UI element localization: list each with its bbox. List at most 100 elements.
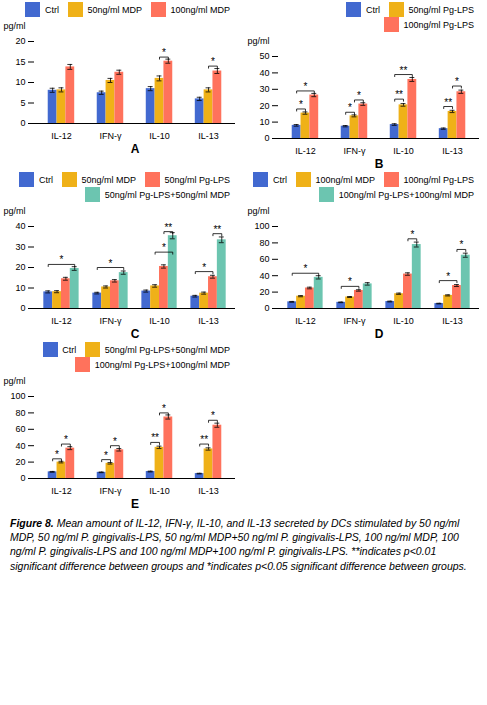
svg-text:15: 15 (15, 57, 25, 67)
svg-text:D: D (375, 327, 384, 341)
svg-text:0: 0 (20, 303, 25, 313)
svg-text:IL-10: IL-10 (149, 486, 170, 496)
svg-text:60: 60 (15, 424, 25, 434)
svg-text:IL-10: IL-10 (149, 316, 170, 326)
svg-text:IL-12: IL-12 (295, 146, 316, 156)
svg-text:20: 20 (15, 262, 25, 272)
svg-text:IL-12: IL-12 (51, 131, 72, 141)
svg-text:**: ** (400, 65, 408, 76)
svg-text:*: * (446, 271, 450, 282)
svg-text:100: 100 (10, 391, 25, 401)
svg-text:0: 0 (264, 303, 269, 313)
svg-text:0: 0 (264, 133, 269, 143)
svg-text:20: 20 (259, 287, 269, 297)
svg-text:10: 10 (15, 77, 25, 87)
svg-text:**: ** (444, 97, 452, 108)
svg-text:80: 80 (259, 238, 269, 248)
svg-text:*: * (162, 242, 166, 253)
svg-text:*: * (299, 99, 303, 110)
svg-text:20: 20 (15, 457, 25, 467)
svg-text:*: * (455, 76, 459, 87)
html-text:100ng/ml MDP: 100ng/ml MDP (170, 4, 230, 15)
svg-text:IL-10: IL-10 (393, 316, 414, 326)
svg-text:pg/ml: pg/ml (248, 206, 270, 216)
html-text:50ng/ml MDP: 50ng/ml MDP (81, 174, 136, 185)
svg-text:IL-10: IL-10 (149, 131, 170, 141)
html-text:50ng/ml Pg-LPS+50ng/ml MDP: 50ng/ml Pg-LPS+50ng/ml MDP (104, 189, 230, 200)
svg-text:*: * (459, 239, 463, 250)
svg-text:40: 40 (15, 441, 25, 451)
svg-text:IFN-γ: IFN-γ (99, 316, 121, 326)
html-text:50ng/ml MDP: 50ng/ml MDP (87, 4, 142, 15)
svg-text:0: 0 (20, 118, 25, 128)
svg-text:80: 80 (15, 408, 25, 418)
svg-text:*: * (202, 262, 206, 273)
svg-text:*: * (60, 254, 64, 265)
svg-text:pg/ml: pg/ml (248, 36, 270, 46)
svg-text:IL-13: IL-13 (198, 316, 219, 326)
svg-text:IL-12: IL-12 (51, 316, 72, 326)
svg-text:40: 40 (259, 68, 269, 78)
svg-text:C: C (131, 327, 140, 341)
svg-text:*: * (113, 436, 117, 447)
svg-text:*: * (55, 449, 59, 460)
svg-text:10: 10 (259, 117, 269, 127)
svg-text:IFN-γ: IFN-γ (343, 316, 365, 326)
svg-text:*: * (109, 258, 113, 269)
svg-text:*: * (162, 47, 166, 58)
svg-text:E: E (131, 497, 139, 511)
svg-text:5: 5 (20, 98, 25, 108)
svg-text:B: B (375, 157, 384, 171)
svg-text:IFN-γ: IFN-γ (343, 146, 365, 156)
svg-text:IFN-γ: IFN-γ (99, 131, 121, 141)
svg-text:**: ** (213, 224, 221, 235)
svg-text:IL-13: IL-13 (442, 146, 463, 156)
svg-text:A: A (131, 142, 140, 156)
html-text:50ng/ml Pg-LPS: 50ng/ml Pg-LPS (164, 174, 230, 185)
svg-text:IL-12: IL-12 (51, 486, 72, 496)
svg-text:*: * (211, 56, 215, 67)
svg-text:**: ** (200, 434, 208, 445)
svg-text:*: * (348, 102, 352, 113)
svg-text:*: * (304, 81, 308, 92)
svg-text:*: * (348, 276, 352, 287)
svg-text:40: 40 (15, 221, 25, 231)
svg-text:*: * (304, 263, 308, 274)
svg-text:10: 10 (15, 283, 25, 293)
svg-text:**: ** (151, 432, 159, 443)
svg-text:IL-13: IL-13 (198, 486, 219, 496)
svg-text:*: * (104, 450, 108, 461)
svg-text:20: 20 (15, 36, 25, 46)
svg-text:30: 30 (259, 84, 269, 94)
svg-text:*: * (410, 229, 414, 240)
svg-text:pg/ml: pg/ml (4, 21, 26, 31)
svg-text:*: * (357, 90, 361, 101)
svg-text:IL-13: IL-13 (198, 131, 219, 141)
svg-text:pg/ml: pg/ml (4, 376, 26, 386)
html-text:100ng/ml MDP: 100ng/ml MDP (315, 174, 375, 185)
svg-text:0: 0 (20, 473, 25, 483)
html-text:Figure 8. Mean amount of IL-12: Figure 8. Mean amount of IL-12, IFN-γ, I… (10, 517, 467, 572)
svg-text:IL-13: IL-13 (442, 316, 463, 326)
svg-text:pg/ml: pg/ml (4, 206, 26, 216)
svg-text:100: 100 (254, 221, 269, 231)
html-text:50ng/ml Pg-LPS: 50ng/ml Pg-LPS (408, 4, 474, 15)
html-text:Ctrl: Ctrl (272, 174, 287, 185)
svg-text:IL-10: IL-10 (393, 146, 414, 156)
svg-text:**: ** (164, 222, 172, 233)
html-text:100ng/ml Pg-LPS: 100ng/ml Pg-LPS (403, 19, 474, 30)
svg-text:*: * (162, 403, 166, 414)
svg-text:50: 50 (259, 51, 269, 61)
svg-text:*: * (211, 410, 215, 421)
svg-text:IFN-γ: IFN-γ (99, 486, 121, 496)
svg-text:20: 20 (259, 101, 269, 111)
svg-text:*: * (64, 434, 68, 445)
svg-text:30: 30 (15, 242, 25, 252)
svg-text:IL-12: IL-12 (295, 316, 316, 326)
svg-text:**: ** (395, 89, 403, 100)
html-text:Ctrl: Ctrl (366, 4, 380, 15)
svg-text:60: 60 (259, 254, 269, 264)
html-text:Ctrl: Ctrl (44, 4, 59, 15)
html-text:Ctrl: Ctrl (38, 174, 53, 185)
svg-text:40: 40 (259, 271, 269, 281)
